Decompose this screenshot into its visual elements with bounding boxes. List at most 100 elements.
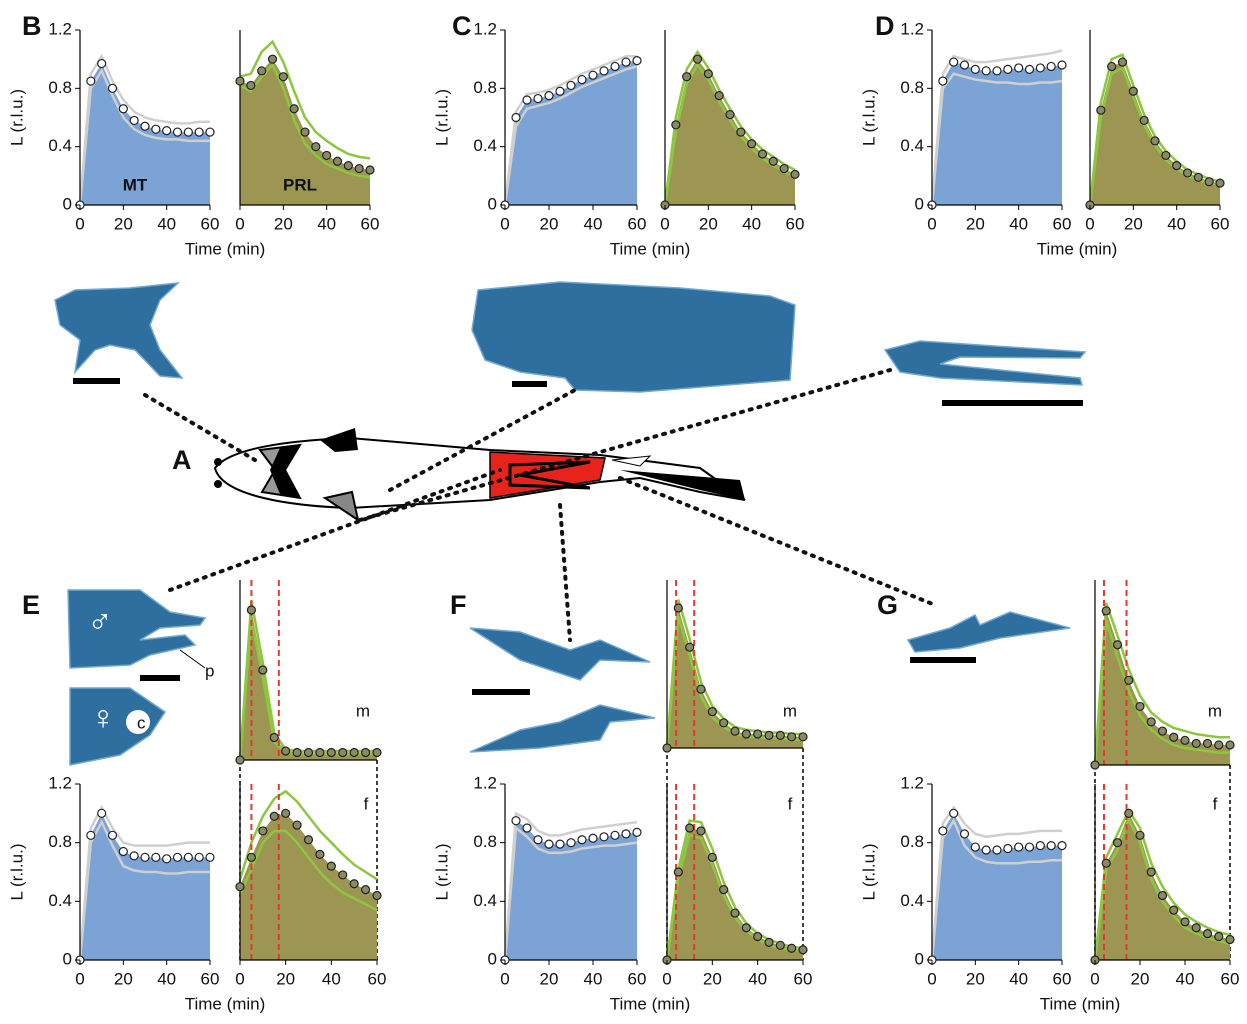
data-point: [982, 67, 990, 75]
data-point: [305, 836, 313, 844]
data-point: [1205, 178, 1213, 186]
y-tick-label: 0: [915, 949, 924, 968]
data-point: [247, 606, 255, 614]
data-point: [174, 128, 182, 136]
data-point: [567, 839, 575, 847]
data-point: [600, 67, 608, 75]
data-point: [769, 157, 777, 165]
data-point: [726, 111, 734, 119]
x-tick-label: 40: [742, 214, 761, 233]
data-point: [1047, 842, 1055, 850]
area: [80, 813, 210, 960]
data-point: [720, 886, 728, 894]
data-point: [534, 95, 542, 103]
y-tick-label: 0: [488, 949, 497, 968]
data-point: [1226, 935, 1234, 943]
x-tick-label: 20: [699, 214, 718, 233]
data-point: [622, 58, 630, 66]
data-point: [961, 61, 969, 69]
figure: A p c ♂ ♀ 00.40.81.20204060L (r.l.u.)Tim…: [0, 0, 1247, 1019]
data-point: [174, 853, 182, 861]
data-point: [87, 831, 95, 839]
data-point: [1192, 924, 1200, 932]
panel-label: F: [450, 590, 467, 620]
data-point: [556, 87, 564, 95]
data-point: [791, 170, 799, 178]
data-point: [119, 105, 127, 113]
data-point: [130, 116, 138, 124]
annotation: f: [364, 794, 369, 813]
data-point: [130, 852, 138, 860]
y-axis-label: L (r.l.u.): [7, 89, 26, 146]
data-point: [270, 734, 278, 742]
x-tick-label: 40: [584, 969, 603, 988]
data-point: [754, 730, 762, 738]
data-point: [567, 81, 575, 89]
x-tick-label: 20: [966, 969, 985, 988]
data-point: [293, 749, 301, 757]
data-point: [344, 162, 352, 170]
data-point: [282, 809, 290, 817]
data-point: [259, 666, 267, 674]
data-point: [1147, 868, 1155, 876]
data-point: [1226, 741, 1234, 749]
data-point: [1215, 741, 1223, 749]
x-tick-label: 60: [201, 214, 220, 233]
y-axis-label: L (r.l.u.): [432, 844, 451, 901]
data-point: [622, 830, 630, 838]
data-point: [674, 604, 682, 612]
data-point: [950, 809, 958, 817]
annotation: PRL: [283, 175, 317, 194]
data-point: [323, 151, 331, 159]
x-tick-label: 0: [927, 969, 936, 988]
symbol: ♀: [90, 699, 116, 737]
data-point: [776, 731, 784, 739]
data-point: [1159, 891, 1167, 899]
data-point: [1181, 736, 1189, 744]
data-point: [87, 77, 95, 85]
x-tick-label: 40: [157, 214, 176, 233]
data-point: [589, 71, 597, 79]
x-tick-label: 0: [500, 214, 509, 233]
symbol: ♂: [87, 603, 113, 641]
x-tick-label: 0: [235, 214, 244, 233]
data-point: [184, 853, 192, 861]
data-point: [523, 824, 531, 832]
data-point: [993, 846, 1001, 854]
data-point: [1004, 65, 1012, 73]
data-point: [98, 60, 106, 68]
data-point: [697, 827, 705, 835]
data-point: [312, 143, 320, 151]
data-point: [152, 853, 160, 861]
data-point: [316, 749, 324, 757]
y-tick-label: 0.8: [900, 832, 924, 851]
data-point: [1102, 859, 1110, 867]
x-tick-label: 60: [201, 969, 220, 988]
data-point: [141, 122, 149, 130]
x-tick-label: 20: [1131, 969, 1150, 988]
x-tick-label: 20: [274, 214, 293, 233]
bone-image: [55, 283, 182, 378]
x-tick-label: 0: [235, 969, 244, 988]
data-point: [163, 855, 171, 863]
x-axis-label: Time (min): [185, 994, 266, 1013]
x-tick-label: 20: [276, 969, 295, 988]
x-tick-label: 60: [361, 214, 380, 233]
data-point: [184, 128, 192, 136]
x-tick-label: 40: [748, 969, 767, 988]
data-point: [334, 157, 342, 165]
x-tick-label: 40: [317, 214, 336, 233]
data-point: [686, 824, 694, 832]
data-point: [788, 944, 796, 952]
y-tick-label: 0.4: [48, 136, 72, 155]
data-point: [301, 128, 309, 136]
data-point: [236, 756, 244, 764]
data-point: [269, 55, 277, 63]
data-point: [1170, 906, 1178, 914]
bone-image: [470, 705, 655, 752]
data-point: [708, 853, 716, 861]
x-axis-label: Time (min): [1040, 994, 1121, 1013]
data-point: [1058, 61, 1066, 69]
data-point: [674, 868, 682, 876]
panel-label: A: [172, 445, 192, 475]
